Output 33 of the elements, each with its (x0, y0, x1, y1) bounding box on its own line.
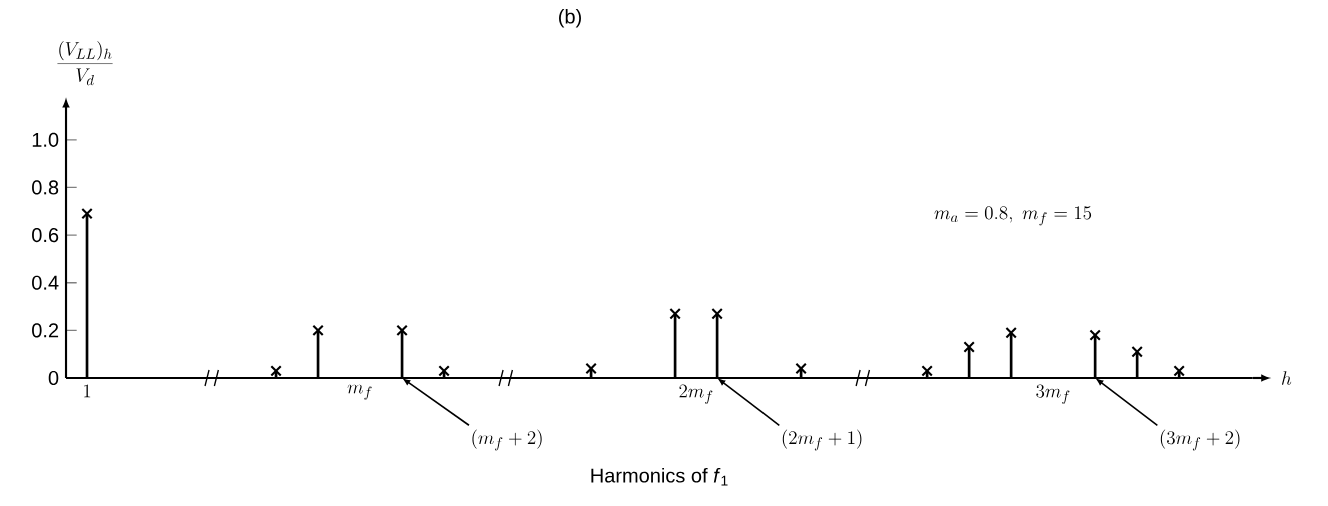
point (585, 362, 597, 375)
y-tick-label: 0.6 (32, 228, 59, 243)
text: $h$ (1281, 371, 1292, 385)
point (81, 207, 93, 220)
text: $(3m_f + 2)$ (1160, 429, 1240, 451)
point (669, 307, 681, 320)
point (1005, 326, 1017, 339)
x-tick-label: $3m_f$ (1036, 384, 1070, 404)
y-axis-title: $\frac{(V_{LL})_h}{V_d}$ (57, 40, 113, 86)
point (438, 365, 450, 377)
point (396, 324, 408, 337)
text: $(m_f + 2)$ (472, 429, 542, 451)
y-tick-label: 0 (48, 370, 59, 386)
point (1131, 346, 1143, 358)
x-axis-title: Harmonics of f$_{1}$ (591, 467, 728, 486)
annotation: $m_a = 0.8,\ m_f = 15$ (934, 206, 1092, 226)
point (711, 307, 723, 320)
point (1089, 329, 1101, 341)
x-tick-label: $1$ (84, 384, 91, 398)
y-tick-label: 0.8 (32, 180, 59, 195)
point (270, 365, 282, 377)
point (963, 341, 975, 353)
y-tick-label: 0.2 (32, 323, 59, 338)
point (312, 324, 324, 337)
point (921, 365, 933, 377)
x-tick-label: $m_f$ (347, 384, 372, 400)
point (795, 362, 807, 375)
y-tick-label: 0.4 (32, 275, 59, 290)
chart-title: (b) (559, 8, 581, 28)
x-tick-label: $2m_f$ (679, 384, 713, 404)
point (1173, 365, 1185, 377)
text: $(2m_f + 1)$ (782, 429, 862, 451)
y-tick-label: 1.0 (32, 132, 59, 147)
